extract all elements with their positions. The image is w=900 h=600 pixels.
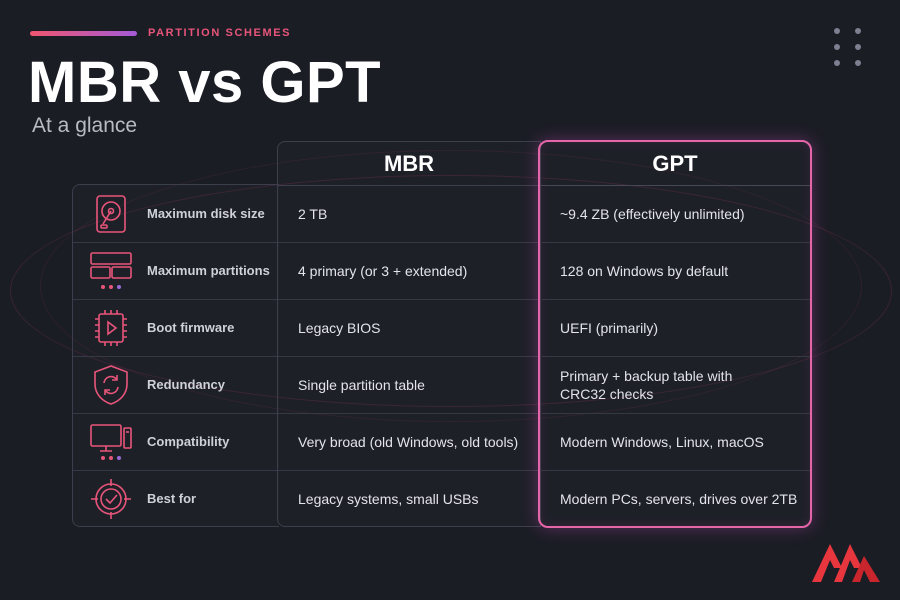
- feature-label: Compatibility: [147, 434, 230, 449]
- gpt-cell-row: Modern PCs, servers, drives over 2TB: [540, 470, 810, 527]
- accent-bar: [30, 31, 137, 36]
- mbr-cell: Single partition table: [298, 376, 425, 393]
- mbr-column: MBR 2 TB 4 primary (or 3 + extended) Leg…: [277, 141, 541, 527]
- mbr-cell: 4 primary (or 3 + extended): [298, 262, 468, 279]
- feature-label: Best for: [147, 491, 197, 506]
- feature-label: Redundancy: [147, 377, 226, 392]
- mbr-cell: Legacy BIOS: [298, 319, 381, 336]
- gpt-cell-row: 128 on Windows by default: [540, 242, 810, 300]
- mbr-column-header: MBR: [278, 142, 540, 186]
- mbr-cell: Legacy systems, small USBs: [298, 490, 479, 507]
- chip-icon: [89, 306, 133, 350]
- feature-row: Maximum partitions: [73, 242, 279, 300]
- feature-label: Maximum partitions: [147, 263, 270, 278]
- computer-icon: [89, 420, 133, 464]
- page-title: MBR vs GPT: [28, 50, 382, 115]
- mbr-cell-row: Very broad (old Windows, old tools): [278, 413, 540, 471]
- page-subtitle: At a glance: [32, 114, 138, 137]
- feature-row: Compatibility: [73, 413, 279, 471]
- gpt-column: GPT ~9.4 ZB (effectively unlimited) 128 …: [538, 140, 812, 528]
- gpt-cell: Primary + backup table with CRC32 checks: [560, 367, 733, 402]
- mbr-cell-row: Legacy systems, small USBs: [278, 470, 540, 527]
- mbr-cell-row: Single partition table: [278, 356, 540, 414]
- shield-sync-icon: [89, 363, 133, 407]
- hard-disk-icon: [89, 192, 133, 236]
- gpt-cell-row: Modern Windows, Linux, macOS: [540, 413, 810, 471]
- feature-label: Boot firmware: [147, 320, 235, 335]
- gpt-cell: ~9.4 ZB (effectively unlimited): [560, 205, 745, 222]
- gpt-cell: UEFI (primarily): [560, 319, 658, 336]
- dot-grid-icon: [834, 28, 864, 68]
- mbr-cell-row: Legacy BIOS: [278, 299, 540, 357]
- eyebrow-label: PARTITION SCHEMES: [148, 27, 292, 39]
- brand-logo: [812, 538, 882, 586]
- feature-row: Best for: [73, 470, 279, 527]
- feature-row: Boot firmware: [73, 299, 279, 357]
- partitions-icon: [89, 249, 133, 293]
- gpt-cell-row: Primary + backup table with CRC32 checks: [540, 356, 810, 414]
- mbr-cell: 2 TB: [298, 205, 328, 222]
- feature-row: Redundancy: [73, 356, 279, 414]
- target-icon: [89, 477, 133, 521]
- mbr-cell: Very broad (old Windows, old tools): [298, 433, 519, 450]
- gpt-cell-row: UEFI (primarily): [540, 299, 810, 357]
- mbr-cell-row: 2 TB: [278, 185, 540, 243]
- gpt-cell: 128 on Windows by default: [560, 262, 729, 279]
- gpt-column-header: GPT: [540, 142, 810, 186]
- feature-label: Maximum disk size: [147, 206, 265, 221]
- feature-row: Maximum disk size: [73, 185, 279, 243]
- gpt-cell: Modern PCs, servers, drives over 2TB: [560, 490, 798, 507]
- mbr-cell-row: 4 primary (or 3 + extended): [278, 242, 540, 300]
- feature-column: Maximum disk size Maximum partitions Boo…: [72, 184, 279, 527]
- gpt-cell-row: ~9.4 ZB (effectively unlimited): [540, 185, 810, 243]
- gpt-cell: Modern Windows, Linux, macOS: [560, 433, 764, 450]
